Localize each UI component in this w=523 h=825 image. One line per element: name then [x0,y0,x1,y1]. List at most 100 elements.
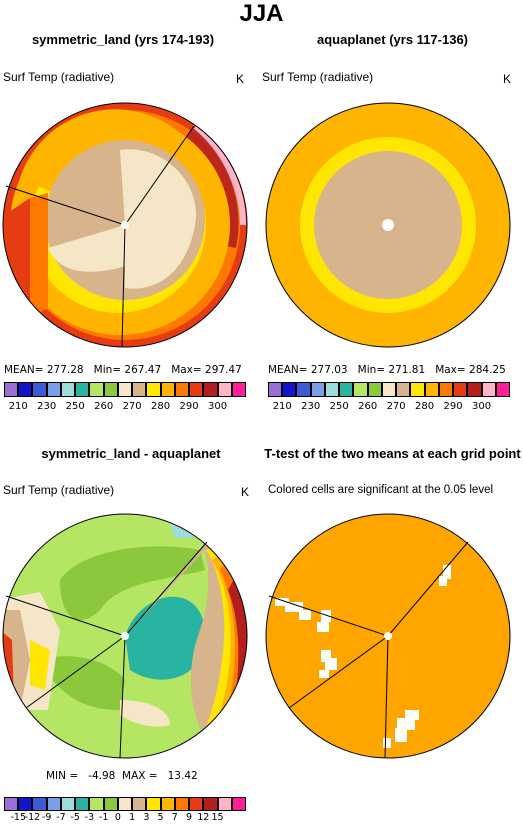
colorbar-tick-label: 15 [211,812,224,823]
colorbar-tick-label: 5 [157,812,164,823]
colorbar-swatch [231,797,246,811]
max-value: 284.25 [469,364,506,376]
colorbar-tick-label: -12 [24,812,41,823]
colorbar-swatch [46,797,61,811]
max-value: 13.42 [167,770,198,782]
colorbar-swatch [203,382,218,397]
colorbar-swatch [103,382,118,397]
polar-map-bottom-right [265,513,511,759]
variable-label-bottom-left: Surf Temp (radiative) [3,483,115,497]
units-label-bottom-left: K [241,485,250,499]
colorbar-swatch [32,797,47,811]
colorbar-tick-label: 270 [386,401,406,412]
colorbar-tick-label: 7 [171,812,178,823]
colorbar-tick-label: 230 [37,401,57,412]
colorbar-tick-label: 1 [129,812,136,823]
colorbar-swatch [89,797,104,811]
colorbar-tick-label: -5 [70,812,80,823]
min-value: -4.98 [88,770,116,782]
polar-map-bottom-left [2,513,248,759]
colorbar-tick-label: 300 [207,401,228,412]
colorbar-swatch [174,797,190,811]
stats-top-left: MEAN= 277.28 Min= 267.47 Max= 297.47 [4,364,242,376]
colorbar-swatch [60,382,76,397]
min-value: 267.47 [124,364,162,376]
colorbar-tick-label: -1 [98,812,109,823]
colorbar-tick-label: 270 [122,401,142,412]
colorbar-swatch [18,797,33,811]
colorbar-swatch [381,382,397,397]
colorbar-tick-label: -9 [41,812,52,823]
colorbar-tick-label: 210 [8,401,28,412]
colorbar-swatch [231,382,246,397]
units-label-top-right: K [503,72,512,86]
min-label: MIN = [46,770,79,782]
stats-bottom-left: MIN = -4.98 MAX = 13.42 [46,770,198,782]
figure-title: JJA [239,0,284,27]
colorbar-swatch [32,382,47,397]
mean-value: 277.03 [310,364,348,376]
colorbar-tick-label: 250 [65,401,85,412]
colorbar-swatch [75,382,90,397]
colorbar-tick-label: 12 [197,812,210,823]
colorbar-tick-label: 250 [329,401,349,412]
colorbar-swatch [324,382,340,397]
colorbar-tick-label: 280 [151,401,171,412]
colorbar-swatch [160,382,175,397]
colorbar-tick-label: 260 [358,401,378,412]
colorbar-swatch [467,382,482,397]
polar-map-top-left [2,102,248,348]
colorbar-swatch [310,382,325,397]
colorbar-bottom-left [4,797,246,811]
colorbar-swatch [410,382,425,397]
colorbar-tick-label: 230 [301,401,321,412]
colorbar-tick-label: 290 [443,401,463,412]
max-value: 297.47 [205,364,242,376]
mean-value: 277.28 [46,364,84,376]
mean-label: MEAN= [4,364,44,376]
colorbar-swatch [103,797,118,811]
colorbar-tick-label: 0 [114,812,121,823]
colorbar-swatch [353,382,368,397]
colorbar-swatch [146,797,161,811]
stats-top-right: MEAN= 277.03 Min= 271.81 Max= 284.25 [268,364,506,376]
min-label: Min= [357,364,386,376]
colorbar-swatch [203,797,218,811]
colorbar-top-left [4,382,246,397]
polar-map-top-right [265,102,511,348]
colorbar-swatch [89,382,104,397]
colorbar-tick-label: -15 [10,812,26,823]
mean-label: MEAN= [268,364,308,376]
significance-note: Colored cells are significant at the 0.0… [268,484,494,496]
colorbar-swatch [481,382,496,397]
panel-title-top-right: aquaplanet (yrs 117-136) [316,32,469,47]
colorbar-swatch [268,382,283,397]
colorbar-swatch [217,382,232,397]
colorbar-swatch [146,382,161,397]
colorbar-swatch [75,797,90,811]
colorbar-swatch [18,382,33,397]
colorbar-tick-label: 210 [272,401,292,412]
colorbar-swatch [174,382,190,397]
min-label: Min= [93,364,122,376]
colorbar-tick-label: 260 [94,401,114,412]
colorbar-swatch [282,382,297,397]
colorbar-tick-label: -7 [56,812,66,823]
variable-label-top-left: Surf Temp (radiative) [3,70,115,84]
panel-title-bottom-right: T-test of the two means at each grid poi… [264,446,521,461]
colorbar-tick-label: 300 [471,401,492,412]
colorbar-swatch [46,382,61,397]
colorbar-swatch [217,797,232,811]
colorbar-tick-label: 3 [143,812,150,823]
max-label: Max= [171,364,202,376]
colorbar-swatch [132,382,147,397]
colorbar-swatch [189,797,204,811]
colorbar-swatch [296,382,311,397]
colorbar-swatch [132,797,147,811]
min-value: 271.81 [388,364,426,376]
max-label: MAX = [122,770,158,782]
colorbar-swatch [495,382,510,397]
colorbar-swatch [160,797,175,811]
max-label: Max= [435,364,466,376]
colorbar-swatch [189,382,204,397]
